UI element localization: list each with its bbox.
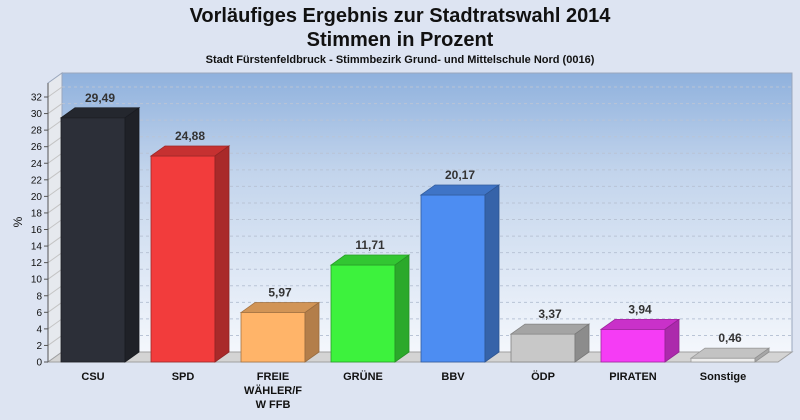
category-label-line: GRÜNE (343, 370, 383, 383)
gridline-side (47, 119, 63, 131)
y-tick-label: 2 (36, 341, 42, 352)
y-tick-label: 22 (31, 175, 43, 186)
bar-front (150, 155, 216, 363)
value-label-gr-ne: 11,71 (355, 238, 385, 252)
category-label-line: CSU (81, 371, 104, 383)
bar-front (420, 194, 486, 363)
category-label-line: ÖDP (531, 370, 555, 383)
gridline-side (47, 152, 63, 164)
y-tick-label: 18 (31, 208, 43, 219)
category-label-line: WÄHLER/F (244, 384, 302, 397)
category-label-line: PIRATEN (609, 371, 657, 383)
y-tick-label: 8 (36, 291, 42, 302)
bar-bbv (419, 184, 501, 363)
y-tick-label: 14 (31, 242, 43, 253)
chart-subtitle: Stadt Fürstenfeldbruck - Stimmbezirk Gru… (205, 54, 595, 66)
bar-gr-ne (329, 254, 411, 363)
bar-freie-w-hler-fw-ffb (239, 301, 321, 363)
bar-front (600, 328, 666, 363)
category-label-line: SPD (172, 371, 195, 383)
gridline-side (47, 185, 63, 197)
y-tick-label: 16 (31, 225, 43, 236)
bar-dp (509, 323, 591, 363)
y-tick-label: 20 (31, 192, 43, 203)
gridline-side (47, 86, 63, 98)
labels-group: 02468101214161820222426283032%29,49CSU24… (11, 91, 746, 411)
y-axis-title: % (11, 216, 25, 227)
y-tick-label: 28 (31, 126, 43, 137)
value-label-freie-w-hler-fw-ffb: 5,97 (268, 286, 292, 300)
y-tick-label: 24 (31, 159, 43, 170)
value-label-spd: 24,88 (175, 129, 205, 143)
category-label-line: Sonstige (700, 371, 746, 383)
bar-piraten (599, 318, 681, 363)
y-tick-label: 12 (31, 258, 43, 269)
y-tick-label: 0 (36, 358, 42, 369)
category-label-dp: ÖDP (531, 370, 555, 383)
bar-front (240, 312, 306, 363)
chart-title-line2: Stimmen in Prozent (306, 29, 494, 51)
category-label-line: BBV (441, 371, 465, 383)
bar-side (304, 301, 320, 363)
gridline-side (47, 103, 63, 114)
gridline-side (47, 169, 63, 181)
gridline-side (47, 318, 63, 330)
gridline-side (47, 301, 63, 313)
category-label-spd: SPD (172, 371, 195, 383)
category-label-gr-ne: GRÜNE (343, 370, 383, 383)
bar-side (754, 347, 770, 363)
category-label-line: W FFB (256, 399, 291, 411)
category-label-line: FREIE (257, 371, 289, 383)
bar-front (690, 357, 756, 363)
gridline-side (47, 219, 63, 230)
gridline-side (47, 268, 63, 280)
bar-front (330, 264, 396, 363)
gridline-side (47, 285, 63, 297)
bar-spd (149, 145, 231, 363)
y-tick-label: 6 (36, 308, 42, 319)
gridline-side (47, 202, 63, 214)
bar-side (394, 254, 410, 363)
category-label-csu: CSU (81, 371, 104, 383)
value-label-sonstige: 0,46 (718, 331, 742, 345)
y-tick-label: 4 (36, 324, 42, 335)
y-tick-label: 32 (31, 93, 43, 104)
category-label-piraten: PIRATEN (609, 371, 657, 383)
y-tick-label: 30 (31, 109, 43, 120)
gridline-side (47, 252, 63, 264)
category-label-freie-w-hler-fw-ffb: FREIE WÄHLER/F W FFB (244, 371, 302, 411)
bar-side (214, 145, 230, 363)
bar-front (510, 333, 576, 363)
bar-sonstige (689, 347, 771, 363)
gridline-side (47, 235, 63, 247)
side-wall (47, 72, 63, 363)
value-label-dp: 3,37 (538, 307, 562, 321)
bar-side (484, 184, 500, 363)
category-label-sonstige: Sonstige (700, 371, 746, 383)
y-tick-label: 10 (31, 275, 43, 286)
category-label-bbv: BBV (441, 371, 465, 383)
bar-csu (59, 107, 141, 363)
bar-side (574, 323, 590, 363)
gridline-side (47, 136, 63, 148)
bar-front (60, 117, 126, 363)
bars-group (59, 107, 771, 363)
value-label-piraten: 3,94 (628, 302, 652, 316)
chart-title: Vorläufiges Ergebnis zur Stadtratswahl 2… (189, 5, 611, 27)
gridline-side (47, 335, 63, 346)
bar-side (124, 107, 140, 363)
bar-side (664, 318, 680, 363)
y-tick-label: 26 (31, 142, 43, 153)
value-label-csu: 29,49 (85, 91, 115, 105)
value-label-bbv: 20,17 (445, 168, 475, 182)
